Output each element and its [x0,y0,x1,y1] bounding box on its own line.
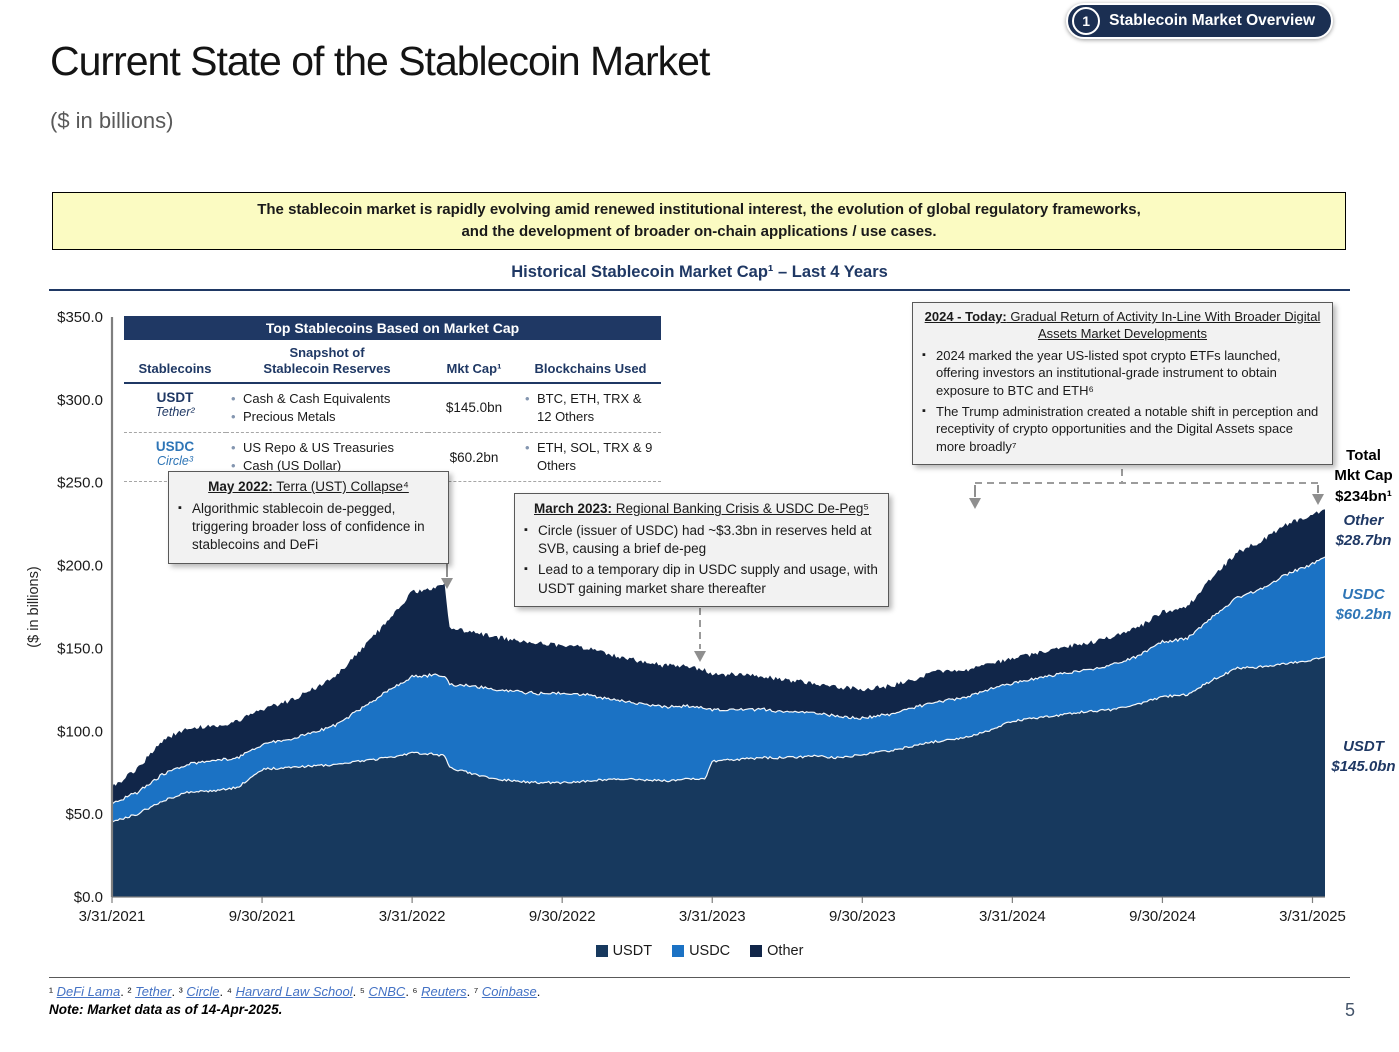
column-header-mktcap: Mkt Cap¹ [428,340,520,384]
footnote-link[interactable]: DeFi Lama [56,984,121,999]
table-row-usdt-mktcap: $145.0bn [445,400,503,416]
column-header-blockchains: Blockchains Used [520,340,661,384]
usdt-swatch-icon [595,945,608,957]
usdc-swatch-icon [672,945,685,957]
chart-title-rule [49,289,1350,291]
page-number: 5 [1344,1000,1355,1020]
annotation-title: March 2023: Regional Banking Crisis & US… [534,501,869,516]
svg-text:3/31/2024: 3/31/2024 [979,908,1046,925]
annotation-title: 2024 - Today: Gradual Return of Activity… [924,309,1321,341]
legend-item-usdc: USDC [672,943,730,959]
other-value-label: Other $28.7bn [1335,512,1392,550]
svg-text:$350.0: $350.0 [57,309,103,326]
legend-item-other: Other [750,943,803,959]
usdc-value-label: USDC $60.2bn [1335,586,1392,624]
footnote: ⁴ Harvard Law School. [226,984,360,999]
svg-text:3/31/2022: 3/31/2022 [379,908,446,925]
footnote: ² Tether. [127,984,179,999]
table-row-usdc-reserves: US Repo & US Treasuries Cash (US Dollar) [226,431,428,481]
page-subtitle: ($ in billions) [50,108,174,133]
banner-line-2: and the development of broader on-chain … [461,222,937,240]
annotation-march-2023: March 2023: Regional Banking Crisis & US… [514,493,889,607]
svg-text:9/30/2022: 9/30/2022 [529,908,596,925]
column-header-stablecoins: Stablecoins [124,340,226,384]
svg-text:9/30/2023: 9/30/2023 [829,908,896,925]
svg-text:($ in billions): ($ in billions) [26,566,42,647]
section-badge: 1 Stablecoin Market Overview [1066,3,1333,39]
annotation-title: May 2022: Terra (UST) Collapse⁴ [208,479,409,494]
svg-text:$250.0: $250.0 [57,475,103,492]
other-swatch-icon [750,945,763,957]
svg-text:9/30/2024: 9/30/2024 [1129,908,1196,925]
svg-text:3/31/2025: 3/31/2025 [1279,908,1346,925]
svg-text:$300.0: $300.0 [57,392,103,409]
page-title: Current State of the Stablecoin Market [50,38,710,84]
annotation-may-2022: May 2022: Terra (UST) Collapse⁴ Algorith… [168,471,449,564]
footnote-link[interactable]: Harvard Law School [235,984,353,999]
footnote-link[interactable]: CNBC [368,984,406,999]
svg-text:$100.0: $100.0 [57,723,103,740]
footnote: ⁶ Reuters. [412,984,474,999]
footnote-link[interactable]: Reuters [421,984,467,999]
footnote-link[interactable]: Coinbase [481,984,537,999]
table-row-usdt-coin: USDT Tether² [155,389,195,419]
svg-text:3/31/2023: 3/31/2023 [679,908,746,925]
table-header: Top Stablecoins Based on Market Cap [124,316,661,340]
footnote: ⁷ Coinbase. [473,984,541,999]
market-cap-chart: $0.0 $50.0 $100.0 $150.0 $200.0 $250.0 $300.0 $… [26,309,1346,925]
footnotes: ¹ DeFi Lama. ² Tether. ³ Circle. ⁴ Harva… [49,984,540,999]
footnote: ¹ DeFi Lama. [49,984,128,999]
annotation-2024-today: 2024 - Today: Gradual Return of Activity… [912,302,1333,465]
column-header-reserves: Snapshot of Stablecoin Reserves [226,340,428,384]
section-label: Stablecoin Market Overview [1109,12,1315,29]
svg-text:$150.0: $150.0 [57,640,103,657]
data-note: Note: Market data as of 14-Apr-2025. [49,1002,283,1017]
table-row-usdc-coin: USDC Circle³ [124,431,226,481]
footnote-link[interactable]: Circle [186,984,220,999]
footnote: ³ Circle. [178,984,227,999]
table-row-usdt-reserves: Cash & Cash Equivalents Precious Metals [226,384,428,432]
chart-legend: USDT USDC Other [0,943,1399,959]
table-row-usdc-mktcap: $60.2bn [428,431,520,481]
footnote-link[interactable]: Tether [135,984,172,999]
section-number: 1 [1072,7,1101,35]
svg-text:$50.0: $50.0 [65,806,103,823]
usdt-value-label: USDT $145.0bn [1331,738,1396,776]
table-row-usdc-blockchains: ETH, SOL, TRX & 9 Others [520,431,661,481]
banner-line-1: The stablecoin market is rapidly evolvin… [257,201,1141,218]
legend-item-usdt: USDT [595,943,652,959]
svg-text:$200.0: $200.0 [57,558,103,575]
table-row-usdt-blockchains: BTC, ETH, TRX & 12 Others [520,384,661,432]
stablecoin-table: Top Stablecoins Based on Market Cap Stab… [124,316,661,483]
key-message-banner: The stablecoin market is rapidly evolvin… [52,192,1346,250]
svg-text:$0.0: $0.0 [74,889,103,906]
svg-text:9/30/2021: 9/30/2021 [229,908,296,925]
total-mkt-cap-label: Total Mkt Cap $234bn¹ [1334,447,1393,505]
footnote: ⁵ CNBC. [359,984,413,999]
footer-rule [49,977,1350,978]
svg-text:3/31/2021: 3/31/2021 [79,908,146,925]
chart-title: Historical Stablecoin Market Cap¹ – Last… [511,263,888,281]
